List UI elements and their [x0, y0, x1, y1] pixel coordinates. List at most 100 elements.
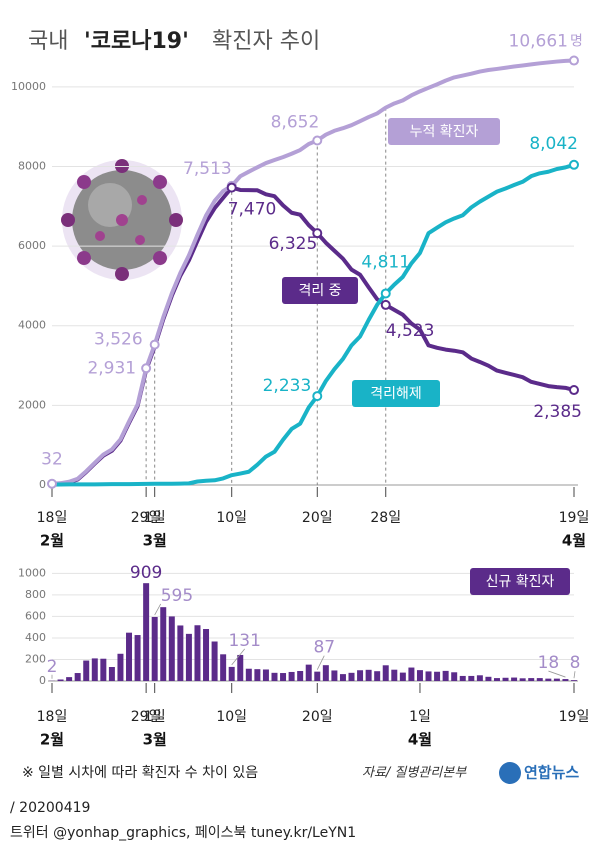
bar [331, 670, 338, 681]
bar [545, 678, 552, 681]
bar [408, 667, 415, 681]
bar [126, 632, 133, 681]
value-label: 87 [313, 638, 335, 658]
x-tick-label: 18일 [37, 709, 68, 725]
leader-line [154, 603, 162, 616]
value-label: 4,523 [386, 321, 435, 341]
bar [66, 677, 73, 681]
value-label: 7,470 [228, 200, 277, 220]
value-label: 2 [47, 657, 58, 677]
bar [502, 677, 509, 681]
bar [485, 676, 492, 681]
bar [305, 664, 312, 681]
bar [57, 679, 64, 681]
data-point [380, 299, 391, 310]
bar [100, 658, 107, 681]
bar [459, 675, 466, 681]
leader-line [316, 655, 325, 670]
bar [160, 607, 167, 681]
x-tick-label: 19일 [559, 709, 590, 725]
logo-mark [499, 762, 521, 784]
data-point [149, 339, 160, 350]
bar [177, 625, 184, 681]
bar [83, 660, 90, 681]
x-tick-label: 18일 [37, 510, 68, 526]
month-label: 4월 [408, 731, 432, 749]
bar [237, 654, 244, 681]
bar [562, 679, 569, 681]
bar [348, 672, 355, 681]
bar [357, 670, 364, 681]
bar [391, 669, 398, 681]
bar [442, 670, 449, 681]
value-label: 4,811 [361, 252, 410, 272]
y-tick-label: 4000 [18, 319, 46, 332]
data-point [569, 55, 579, 66]
virus-spike [61, 213, 75, 227]
bar [185, 633, 192, 681]
bar [468, 675, 475, 681]
bar [434, 671, 441, 681]
callout-box [388, 118, 500, 145]
data-point [569, 159, 579, 170]
virus-spike [135, 235, 145, 245]
value-label: 8,042 [529, 134, 578, 154]
value-label: 18 [538, 653, 560, 673]
callout-label: 격리 중 [298, 283, 341, 299]
value-label: 595 [161, 586, 193, 606]
data-point [141, 363, 152, 374]
bar [416, 670, 423, 681]
x-tick-label: 1일 [409, 709, 431, 725]
bar [134, 635, 141, 681]
bar [339, 674, 346, 681]
bar [476, 675, 483, 681]
unit-label: 명 [570, 34, 583, 50]
bar [117, 653, 124, 681]
bar [91, 658, 98, 681]
bar [322, 665, 329, 681]
x-tick-label: 20일 [302, 510, 333, 526]
callout-label: 누적 확진자 [410, 124, 479, 140]
virus-spike [153, 175, 167, 189]
value-label: 131 [228, 631, 260, 651]
bar [399, 672, 406, 681]
title-part: 확진자 추이 [212, 29, 320, 54]
social-credit: 트위터 @yonhap_graphics, 페이스북 tuney.kr/LeYN… [10, 825, 356, 841]
value-label: 7,513 [183, 159, 232, 179]
virus-spike [137, 195, 147, 205]
bar [571, 680, 577, 681]
bar [536, 678, 543, 681]
y-tick-label: 600 [25, 609, 46, 622]
bar [203, 629, 210, 681]
callout-box [352, 380, 440, 407]
y-tick-label: 800 [25, 588, 46, 601]
month-label: 3월 [143, 731, 167, 749]
bar [314, 671, 321, 681]
y-tick-label: 0 [39, 674, 46, 687]
bar [280, 673, 287, 681]
y-tick-label: 1000 [18, 566, 46, 579]
value-label: 2,385 [533, 402, 582, 422]
x-tick-label: 10일 [216, 709, 247, 725]
y-tick-label: 0 [39, 478, 46, 491]
month-label: 2월 [40, 532, 64, 550]
data-point [47, 478, 57, 489]
bar [74, 673, 81, 681]
x-tick-label: 19일 [559, 510, 590, 526]
bar [519, 678, 526, 681]
virus-spike [153, 251, 167, 265]
bar [451, 672, 458, 681]
y-tick-label: 2000 [18, 398, 46, 411]
x-tick-label: 29일 [131, 709, 162, 725]
series-line [51, 162, 575, 487]
callout-label: 신규 확진자 [486, 574, 555, 590]
x-tick-label: 20일 [302, 709, 333, 725]
month-label: 3월 [143, 532, 167, 550]
bar [297, 670, 304, 681]
bar [228, 666, 235, 681]
bar [143, 583, 150, 681]
x-tick-label: 28일 [370, 510, 401, 526]
data-point [312, 135, 323, 146]
